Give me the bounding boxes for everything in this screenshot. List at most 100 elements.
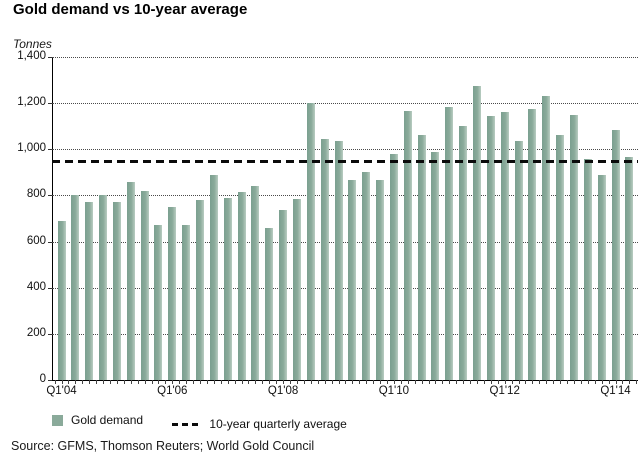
bar-Q2'13: [569, 114, 578, 380]
x-axis-tick: [615, 380, 617, 384]
bar-Q2'06: [182, 225, 191, 380]
x-axis-tick: [283, 380, 285, 384]
x-axis-label-Q1'06: Q1'06: [157, 385, 188, 397]
bar-Q4'13: [597, 174, 606, 380]
y-axis-label: 400: [26, 280, 46, 293]
x-axis-tick: [96, 380, 98, 384]
x-axis-tick: [435, 380, 437, 384]
x-axis-label-Q1'08: Q1'08: [267, 385, 299, 397]
bar-Q1'06: [168, 206, 177, 380]
x-axis-tick: [54, 380, 56, 384]
bar-Q1'11: [445, 106, 454, 380]
legend: Gold demand 10-year quarterly average: [52, 413, 373, 431]
x-axis-tick: [75, 380, 77, 384]
x-axis-tick: [477, 380, 478, 384]
x-axis-tick: [400, 380, 402, 384]
bar-Q3'11: [473, 85, 481, 380]
y-axis-label: 1,000: [17, 142, 46, 155]
x-axis-tick: [560, 380, 562, 384]
y-axis-tick: [48, 103, 52, 105]
x-axis-tick: [532, 380, 534, 384]
gridline-600: [52, 241, 638, 243]
x-axis-tick: [276, 380, 278, 384]
x-axis-tick: [525, 380, 527, 384]
x-axis-tick: [317, 380, 319, 384]
bar-Q3'10: [417, 135, 426, 380]
x-axis-tick: [449, 380, 451, 384]
x-axis-line: [52, 380, 638, 381]
bar-Q3'04: [85, 202, 94, 380]
plot-area: [52, 57, 638, 384]
bar-Q2'08: [292, 198, 301, 380]
x-axis-tick: [324, 380, 326, 384]
x-axis-tick: [490, 380, 492, 384]
bar-Q4'08: [320, 138, 329, 380]
bar-Q3'06: [196, 200, 204, 380]
bar-Q4'10: [431, 151, 440, 380]
bar-Q4'07: [265, 227, 274, 380]
bar-Q2'10: [403, 111, 412, 380]
y-axis-tick: [48, 287, 52, 289]
x-axis-tick: [109, 380, 111, 384]
x-axis-tick: [172, 380, 174, 384]
x-axis-tick: [504, 380, 506, 384]
bar-Q4'06: [209, 174, 218, 380]
y-axis-tick: [48, 241, 52, 243]
x-axis-tick: [82, 380, 84, 384]
x-axis-tick: [428, 380, 430, 384]
bar-Q4'11: [486, 115, 495, 380]
x-axis-tick: [594, 380, 596, 384]
bar-Q2'04: [71, 195, 80, 380]
x-axis-tick: [345, 380, 347, 384]
x-axis-tick: [601, 380, 603, 384]
y-axis-label: 600: [26, 234, 46, 247]
bar-Q4'09: [376, 180, 385, 380]
x-axis-tick: [629, 380, 631, 384]
gridline-1,200: [52, 103, 638, 105]
bar-Q2'12: [514, 141, 523, 380]
y-axis-label: 200: [26, 326, 46, 339]
x-axis-tick: [269, 380, 271, 384]
bar-Q3'13: [583, 158, 592, 380]
x-axis-tick: [386, 380, 388, 384]
x-axis-tick: [359, 380, 361, 384]
x-axis-tick: [587, 380, 589, 384]
y-axis-label: 800: [26, 188, 46, 201]
legend-item-average: 10-year quarterly average: [172, 417, 347, 431]
x-axis-tick: [580, 380, 582, 384]
gridline-800: [52, 195, 638, 197]
x-axis-tick: [331, 380, 333, 384]
y-axis-tick: [48, 57, 52, 58]
bar-Q3'12: [528, 108, 537, 380]
x-axis-tick: [186, 380, 188, 384]
y-axis-unit-label: Tonnes: [13, 37, 52, 51]
x-axis-tick: [206, 380, 208, 384]
bar-Q1'04: [57, 220, 66, 380]
x-axis-tick: [179, 380, 181, 384]
x-axis-tick: [567, 380, 569, 384]
bar-Q1'08: [279, 210, 288, 380]
x-axis-tick: [622, 380, 624, 384]
x-axis-tick: [213, 380, 215, 384]
gridline-1,000: [52, 149, 638, 151]
gridline-400: [52, 287, 638, 289]
x-axis-tick: [255, 380, 257, 384]
y-axis-tick: [48, 149, 52, 151]
x-axis-tick: [137, 380, 139, 384]
bar-Q1'13: [556, 135, 565, 380]
bar-Q1'07: [223, 197, 232, 380]
x-axis-tick: [68, 380, 70, 384]
x-axis-tick: [456, 380, 458, 384]
x-axis-tick: [380, 380, 382, 384]
x-axis-tick: [393, 380, 395, 384]
x-axis-tick: [338, 380, 340, 384]
x-axis-tick: [89, 380, 91, 384]
bar-Q3'05: [140, 190, 149, 380]
bar-Q1'12: [500, 112, 509, 380]
dashed-line-swatch-icon: [172, 422, 202, 426]
x-axis-tick: [310, 380, 312, 384]
bar-Q2'11: [459, 126, 468, 380]
x-axis-tick: [227, 380, 229, 384]
x-axis-tick: [290, 380, 292, 384]
